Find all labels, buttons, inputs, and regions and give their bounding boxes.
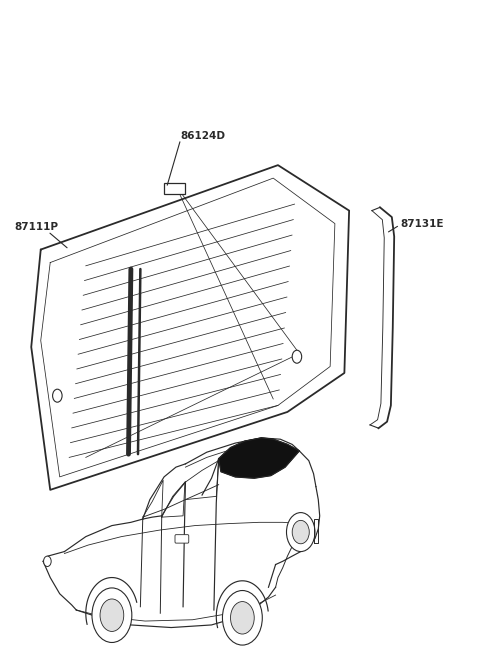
Polygon shape bbox=[219, 438, 300, 478]
FancyBboxPatch shape bbox=[164, 183, 185, 195]
Circle shape bbox=[287, 513, 315, 552]
Circle shape bbox=[44, 556, 51, 567]
Text: 87131E: 87131E bbox=[400, 219, 444, 229]
Text: 87111P: 87111P bbox=[14, 222, 59, 232]
Circle shape bbox=[292, 350, 301, 364]
Circle shape bbox=[100, 599, 124, 631]
Text: 86124D: 86124D bbox=[180, 131, 226, 141]
Circle shape bbox=[92, 588, 132, 643]
Circle shape bbox=[53, 389, 62, 402]
Circle shape bbox=[222, 591, 262, 645]
Circle shape bbox=[230, 601, 254, 634]
Circle shape bbox=[292, 520, 309, 544]
FancyBboxPatch shape bbox=[175, 534, 189, 543]
